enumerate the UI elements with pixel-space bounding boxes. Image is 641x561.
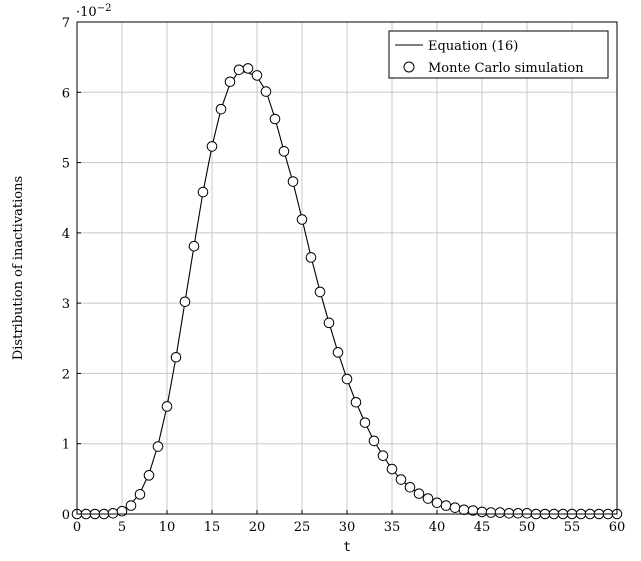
y-tick-label: 7: [62, 16, 70, 31]
x-tick-label: 50: [519, 520, 536, 535]
legend: Equation (16) Monte Carlo simulation: [388, 30, 609, 79]
legend-marker-swatch: [403, 61, 415, 73]
monte-carlo-point: [170, 351, 182, 363]
monte-carlo-point: [431, 497, 443, 509]
x-tick-label: 10: [159, 520, 176, 535]
monte-carlo-point: [107, 508, 119, 519]
x-tick-label: 30: [339, 520, 356, 535]
monte-carlo-point: [359, 417, 371, 428]
monte-carlo-point: [521, 508, 533, 519]
x-tick-label: 60: [609, 520, 626, 535]
monte-carlo-point: [287, 176, 299, 187]
monte-carlo-point: [134, 489, 146, 500]
y-tick-label: 4: [62, 227, 70, 242]
grid: [76, 21, 618, 515]
x-tick-label: 5: [118, 520, 126, 535]
monte-carlo-point: [242, 63, 254, 74]
monte-carlo-point: [251, 70, 263, 81]
y-axis-label: Distribution of inactivations: [11, 176, 26, 360]
series: [71, 63, 623, 520]
x-tick-label: 45: [474, 520, 491, 535]
monte-carlo-point: [305, 252, 317, 263]
monte-carlo-point: [152, 441, 164, 452]
x-axis-label: t: [343, 540, 351, 555]
y-tick-label: 2: [62, 367, 70, 382]
monte-carlo-point: [116, 505, 128, 517]
monte-carlo-point: [449, 502, 461, 513]
monte-carlo-point: [215, 103, 227, 115]
plot-frame: [76, 21, 618, 515]
y-tick-label: 1: [62, 438, 70, 453]
monte-carlo-point: [386, 463, 398, 475]
monte-carlo-point: [197, 186, 209, 198]
y-tick-label: 5: [62, 157, 70, 172]
x-tick-label: 25: [294, 520, 311, 535]
monte-carlo-point: [512, 508, 524, 519]
x-tick-label: 15: [204, 520, 221, 535]
monte-carlo-point: [224, 76, 236, 88]
x-tick-label: 0: [73, 520, 81, 535]
monte-carlo-point: [179, 296, 191, 308]
x-tick-label: 40: [429, 520, 446, 535]
x-tick-label: 35: [384, 520, 401, 535]
legend-entry-monte-carlo: Monte Carlo simulation: [428, 61, 584, 76]
monte-carlo-point: [233, 64, 245, 76]
monte-carlo-point: [323, 317, 335, 329]
monte-carlo-point: [341, 373, 353, 385]
y-multiplier: ·10−2: [76, 3, 111, 20]
x-tick-label: 55: [564, 520, 581, 535]
monte-carlo-point: [206, 141, 218, 152]
monte-carlo-point: [494, 507, 506, 518]
y-tick-label: 3: [62, 297, 70, 312]
monte-carlo-point: [404, 481, 416, 493]
monte-carlo-point: [458, 504, 470, 516]
monte-carlo-point: [485, 507, 497, 518]
x-tick-label: 20: [249, 520, 266, 535]
monte-carlo-point: [332, 347, 344, 358]
monte-carlo-point: [476, 506, 488, 518]
monte-carlo-point: [368, 435, 380, 447]
legend-entry-equation: Equation (16): [428, 39, 518, 54]
monte-carlo-point: [314, 286, 326, 298]
y-tick-label: 6: [62, 86, 70, 101]
monte-carlo-point: [296, 214, 308, 225]
monte-carlo-point: [161, 401, 173, 412]
monte-carlo-point: [440, 500, 452, 511]
monte-carlo-point: [260, 86, 272, 97]
monte-carlo-point: [269, 113, 281, 125]
monte-carlo-point: [395, 474, 407, 485]
monte-carlo-point: [503, 508, 515, 519]
monte-carlo-point: [377, 450, 389, 461]
monte-carlo-point: [350, 396, 362, 408]
monte-carlo-point: [278, 146, 290, 157]
monte-carlo-point: [188, 240, 200, 252]
legend-box: [388, 30, 609, 79]
monte-carlo-point: [413, 488, 425, 499]
monte-carlo-point: [422, 493, 434, 504]
y-tick-label: 0: [62, 508, 70, 523]
monte-carlo-point: [143, 470, 155, 481]
monte-carlo-point: [125, 500, 137, 511]
